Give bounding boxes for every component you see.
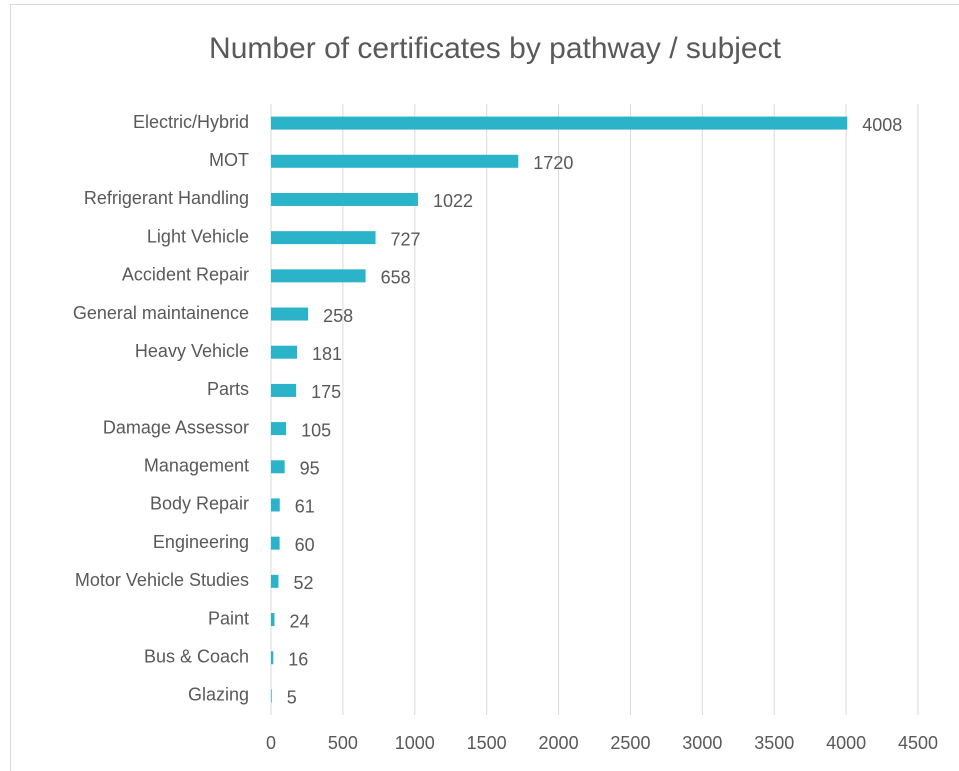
y-tick-label: MOT xyxy=(209,150,249,170)
value-label: 52 xyxy=(293,573,313,593)
bar xyxy=(271,269,366,283)
value-label: 181 xyxy=(312,344,342,364)
x-tick-label: 1000 xyxy=(395,733,435,753)
y-tick-label: Heavy Vehicle xyxy=(135,341,249,361)
x-tick-label: 3500 xyxy=(754,733,794,753)
bar xyxy=(271,689,272,703)
y-tick-label: Light Vehicle xyxy=(147,226,249,246)
bar xyxy=(271,231,376,245)
chart-title: Number of certificates by pathway / subj… xyxy=(209,32,782,65)
x-tick-label: 2000 xyxy=(539,733,579,753)
bar xyxy=(271,613,275,627)
x-tick-label: 4000 xyxy=(826,733,866,753)
y-tick-label: Glazing xyxy=(188,685,249,705)
bar xyxy=(271,536,280,550)
y-tick-label: Body Repair xyxy=(150,494,249,514)
x-tick-label: 500 xyxy=(328,733,358,753)
y-tick-label: Parts xyxy=(207,379,249,399)
y-tick-label: Refrigerant Handling xyxy=(84,188,249,208)
bar xyxy=(271,345,298,359)
value-label: 5 xyxy=(287,688,297,708)
value-label: 658 xyxy=(381,268,411,288)
bar xyxy=(271,307,309,321)
value-label: 105 xyxy=(301,420,331,440)
y-tick-label: Accident Repair xyxy=(122,265,249,285)
y-tick-label: Engineering xyxy=(153,532,249,552)
value-label: 16 xyxy=(288,649,308,669)
value-label: 175 xyxy=(311,382,341,402)
x-tick-label: 1500 xyxy=(467,733,507,753)
x-tick-label: 3000 xyxy=(682,733,722,753)
value-label: 95 xyxy=(300,459,320,479)
y-tick-label: Motor Vehicle Studies xyxy=(75,570,249,590)
value-label: 1022 xyxy=(433,191,473,211)
x-tick-label: 2500 xyxy=(610,733,650,753)
value-label: 1720 xyxy=(533,153,573,173)
y-tick-label: Electric/Hybrid xyxy=(133,112,249,132)
bar xyxy=(271,192,418,206)
y-tick-label: Damage Assessor xyxy=(103,417,249,437)
value-label: 60 xyxy=(295,535,315,555)
x-tick-label: 4500 xyxy=(898,733,938,753)
value-label: 258 xyxy=(323,306,353,326)
bar xyxy=(271,422,287,436)
bar xyxy=(271,383,297,397)
value-label: 24 xyxy=(289,611,309,631)
bar xyxy=(271,498,280,512)
bar xyxy=(271,460,285,474)
bar xyxy=(271,651,274,665)
chart-border xyxy=(10,4,959,771)
y-tick-label: Management xyxy=(144,456,249,476)
value-label: 61 xyxy=(295,497,315,517)
value-label: 727 xyxy=(391,229,421,249)
y-tick-label: Bus & Coach xyxy=(144,646,249,666)
bar xyxy=(271,154,519,168)
bar xyxy=(271,574,279,588)
bar xyxy=(271,116,848,130)
y-tick-label: General maintainence xyxy=(73,303,249,323)
value-label: 4008 xyxy=(862,115,902,135)
x-tick-label: 0 xyxy=(266,733,276,753)
y-tick-label: Paint xyxy=(208,608,249,628)
